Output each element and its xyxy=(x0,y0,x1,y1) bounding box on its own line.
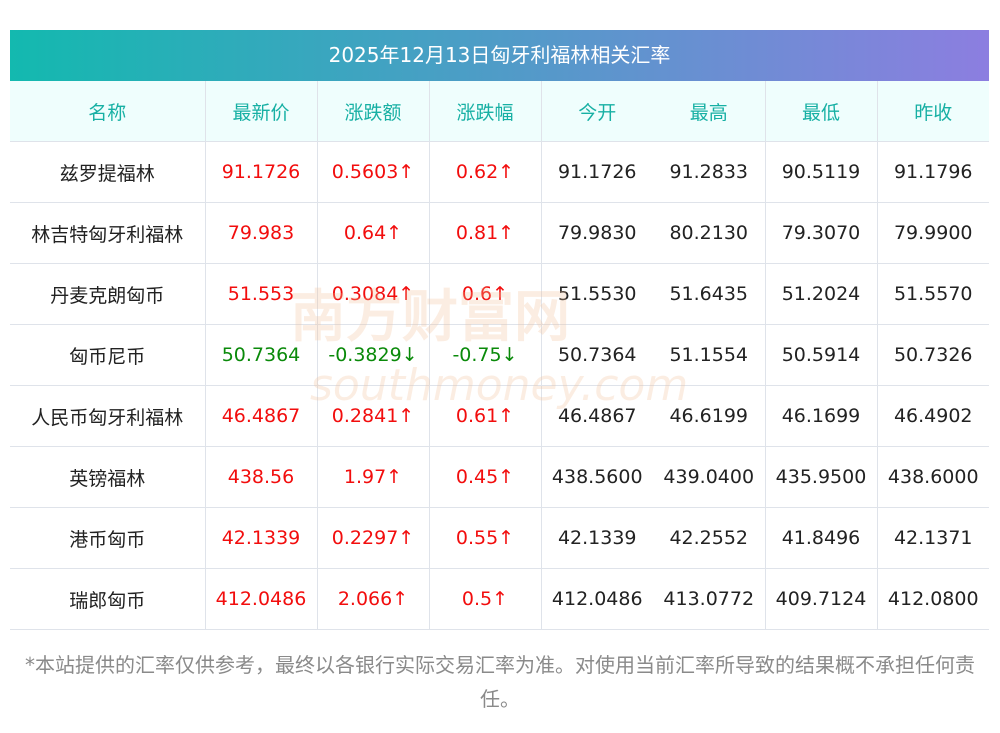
column-header: 涨跌额 xyxy=(317,81,430,142)
table-row: 丹麦克朗匈币 51.553 0.3084↑ 0.6↑ 51.5530 51.6435 51.… xyxy=(10,263,989,325)
column-header: 名称 xyxy=(10,81,206,142)
column-header: 涨跌幅 xyxy=(429,81,542,142)
disclaimer-note: *本站提供的汇率仅供参考，最终以各银行实际交易汇率为准。对使用当前汇率所导致的结… xyxy=(25,653,975,711)
cell-prev: 51.5570 xyxy=(877,263,989,325)
cell-low: 46.1699 xyxy=(765,385,878,447)
cell-high: 413.0772 xyxy=(653,568,766,630)
cell-price: 412.0486 xyxy=(205,568,318,630)
table-row: 林吉特匈牙利福林 79.983 0.64↑ 0.81↑ 79.9830 80.2130 79… xyxy=(10,202,989,264)
cell-low: 51.2024 xyxy=(765,263,878,325)
cell-open: 412.0486 xyxy=(541,568,653,630)
cell-name: 林吉特匈牙利福林 xyxy=(10,202,206,264)
cell-high: 42.2552 xyxy=(653,507,766,569)
cell-high: 439.0400 xyxy=(653,446,766,508)
cell-price: 51.553 xyxy=(205,263,318,325)
cell-price: 91.1726 xyxy=(205,141,318,203)
cell-open: 46.4867 xyxy=(541,385,653,447)
cell-price: 438.56 xyxy=(205,446,318,508)
page-title: 2025年12月13日匈牙利福林相关汇率 xyxy=(10,30,989,81)
column-header: 昨收 xyxy=(877,81,989,142)
cell-high: 91.2833 xyxy=(653,141,766,203)
cell-low: 435.9500 xyxy=(765,446,878,508)
cell-price: 46.4867 xyxy=(205,385,318,447)
column-header: 今开 xyxy=(541,81,653,142)
cell-high: 51.1554 xyxy=(653,324,766,386)
table-row: 兹罗提福林 91.1726 0.5603↑ 0.62↑ 91.1726 91.2833 90… xyxy=(10,141,989,203)
cell-change: 2.066↑ xyxy=(317,568,430,630)
cell-change: 0.2297↑ xyxy=(317,507,430,569)
cell-change: 0.2841↑ xyxy=(317,385,430,447)
cell-open: 91.1726 xyxy=(541,141,653,203)
cell-price: 50.7364 xyxy=(205,324,318,386)
cell-price: 79.983 xyxy=(205,202,318,264)
cell-pct: -0.75↓ xyxy=(429,324,542,386)
cell-change: 1.97↑ xyxy=(317,446,430,508)
table-row: 港币匈币 42.1339 0.2297↑ 0.55↑ 42.1339 42.2552 41.… xyxy=(10,507,989,569)
cell-name: 瑞郎匈币 xyxy=(10,568,206,630)
cell-low: 41.8496 xyxy=(765,507,878,569)
cell-high: 46.6199 xyxy=(653,385,766,447)
cell-open: 42.1339 xyxy=(541,507,653,569)
cell-price: 42.1339 xyxy=(205,507,318,569)
cell-open: 438.5600 xyxy=(541,446,653,508)
column-header: 最新价 xyxy=(205,81,318,142)
cell-pct: 0.81↑ xyxy=(429,202,542,264)
cell-prev: 79.9900 xyxy=(877,202,989,264)
table-row: 匈币尼币 50.7364 -0.3829↓ -0.75↓ 50.7364 51.1554 5… xyxy=(10,324,989,386)
cell-prev: 412.0800 xyxy=(877,568,989,630)
table-row: 瑞郎匈币 412.0486 2.066↑ 0.5↑ 412.0486 413.0772 40… xyxy=(10,568,989,630)
cell-name: 兹罗提福林 xyxy=(10,141,206,203)
cell-low: 79.3070 xyxy=(765,202,878,264)
cell-low: 50.5914 xyxy=(765,324,878,386)
cell-prev: 438.6000 xyxy=(877,446,989,508)
cell-prev: 46.4902 xyxy=(877,385,989,447)
column-header: 最低 xyxy=(765,81,878,142)
table-row: 英镑福林 438.56 1.97↑ 0.45↑ 438.5600 439.0400 435.… xyxy=(10,446,989,508)
exchange-rate-table: 名称 最新价 涨跌额 涨跌幅 今开 最高 最低 昨收 兹罗提福林 91.1726 0.5603↑ 0… xyxy=(10,81,989,630)
cell-pct: 0.6↑ xyxy=(429,263,542,325)
cell-name: 港币匈币 xyxy=(10,507,206,569)
cell-low: 409.7124 xyxy=(765,568,878,630)
column-header: 最高 xyxy=(653,81,766,142)
cell-prev: 50.7326 xyxy=(877,324,989,386)
cell-high: 51.6435 xyxy=(653,263,766,325)
cell-pct: 0.45↑ xyxy=(429,446,542,508)
cell-change: 0.3084↑ xyxy=(317,263,430,325)
cell-change: 0.5603↑ xyxy=(317,141,430,203)
cell-pct: 0.61↑ xyxy=(429,385,542,447)
cell-high: 80.2130 xyxy=(653,202,766,264)
cell-pct: 0.62↑ xyxy=(429,141,542,203)
cell-name: 英镑福林 xyxy=(10,446,206,508)
cell-prev: 42.1371 xyxy=(877,507,989,569)
cell-name: 人民币匈牙利福林 xyxy=(10,385,206,447)
cell-name: 匈币尼币 xyxy=(10,324,206,386)
table-header-row: 名称 最新价 涨跌额 涨跌幅 今开 最高 最低 昨收 xyxy=(10,81,989,142)
cell-open: 51.5530 xyxy=(541,263,653,325)
cell-low: 90.5119 xyxy=(765,141,878,203)
cell-name: 丹麦克朗匈币 xyxy=(10,263,206,325)
cell-change: -0.3829↓ xyxy=(317,324,430,386)
cell-open: 50.7364 xyxy=(541,324,653,386)
cell-pct: 0.5↑ xyxy=(429,568,542,630)
table-row: 人民币匈牙利福林 46.4867 0.2841↑ 0.61↑ 46.4867 46.619… xyxy=(10,385,989,447)
cell-change: 0.64↑ xyxy=(317,202,430,264)
cell-open: 79.9830 xyxy=(541,202,653,264)
cell-prev: 91.1796 xyxy=(877,141,989,203)
cell-pct: 0.55↑ xyxy=(429,507,542,569)
